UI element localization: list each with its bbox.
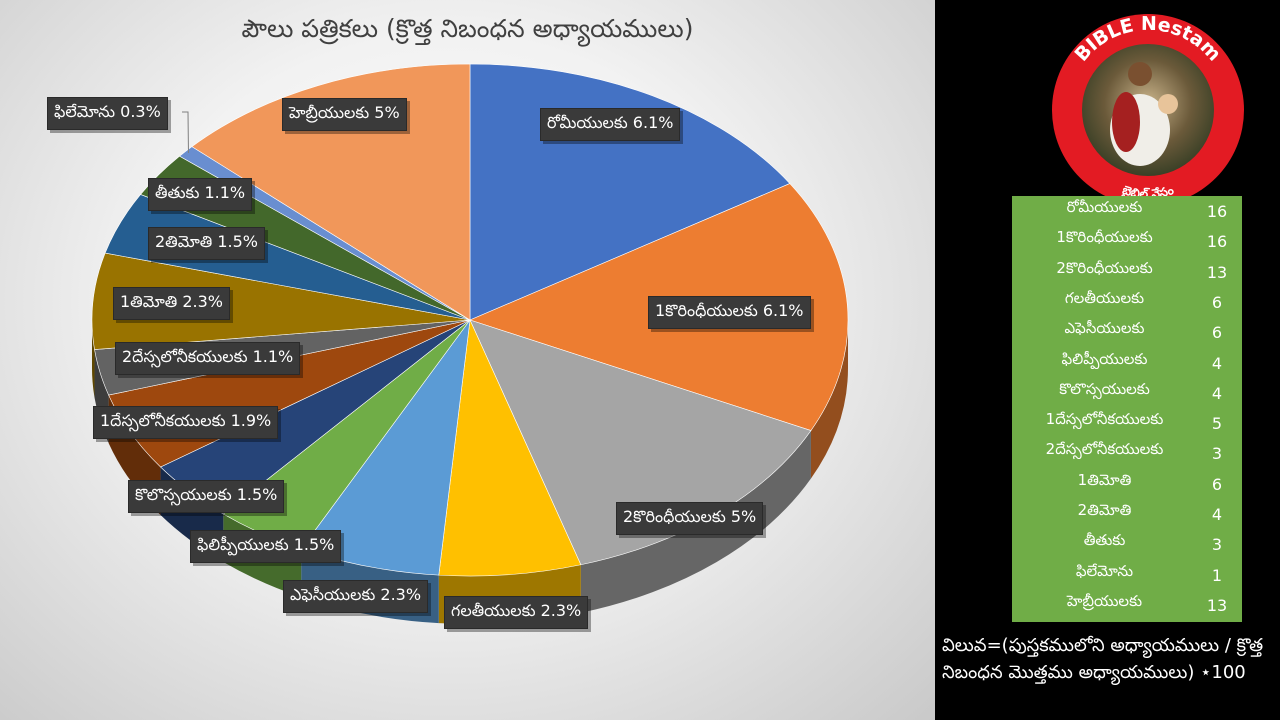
- table-chapter-count: 4: [1211, 383, 1223, 403]
- table-chapter-count: 5: [1211, 414, 1223, 434]
- table-row: 1తిమోతి 6: [1012, 469, 1242, 499]
- table-row: హెబ్రీయులకు 13: [1012, 590, 1242, 620]
- table-chapter-count: 16: [1206, 202, 1228, 221]
- table-row: తీతుకు 3: [1012, 529, 1242, 559]
- table-book-name: రోమీయులకు: [1066, 198, 1143, 216]
- pie-slice-3: [438, 318, 582, 577]
- table-book-name: 1దేస్సలోనీకయులకు: [1045, 410, 1164, 429]
- formula-text: విలువ=(పుస్తకములోని అధ్యాయములు / క్రొత్త…: [942, 635, 1264, 683]
- table-book-name: హెబ్రీయులకు: [1066, 591, 1143, 610]
- logo-child-head: [1158, 94, 1178, 114]
- logo-figure-cloak: [1112, 92, 1140, 152]
- chart-slide: పౌలు పత్రికలు (క్రొత్త నిబంధన అధ్యాయములు…: [0, 0, 935, 720]
- table-row: ఫిలిప్పీయులకు 4: [1012, 348, 1242, 378]
- data-label-1: 1కొరింధీయులకు 6.1%: [648, 296, 811, 329]
- pie-slice-side-2: [580, 430, 811, 613]
- table-row: రోమీయులకు 16: [1012, 196, 1242, 226]
- table-row: ఎఫెసీయులకు 6: [1012, 317, 1242, 347]
- table-chapter-count: 13: [1206, 595, 1228, 615]
- data-label-12: ఫిలేమోను 0.3%: [47, 97, 168, 130]
- data-label-4: ఎఫెసీయులకు 2.3%: [283, 580, 429, 613]
- table-book-name: 2దేస్సలోనీకయులకు: [1045, 440, 1164, 459]
- pie-slice-9: [91, 252, 471, 350]
- table-chapter-count: 16: [1206, 232, 1228, 252]
- data-label-9: 1తిమోతి 2.3%: [113, 287, 231, 320]
- table-book-name: ఫిలేమోను: [1075, 561, 1134, 580]
- table-book-name: 1తిమోతి: [1077, 470, 1132, 489]
- table-book-name: గలతీయులకు: [1064, 288, 1145, 307]
- table-book-name: 2కొరింధీయులకు: [1056, 258, 1153, 277]
- table-chapter-count: 6: [1211, 323, 1223, 343]
- table-chapter-count: 1: [1211, 565, 1223, 585]
- table-book-name: తీతుకు: [1083, 531, 1126, 550]
- data-label-10: 2తిమోతి 1.5%: [148, 227, 266, 260]
- table-chapter-count: 4: [1211, 505, 1223, 524]
- table-chapter-count: 3: [1211, 444, 1223, 464]
- table-book-name: 1కొరింధీయులకు: [1056, 228, 1153, 247]
- table-row: 1కొరింధీయులకు 16: [1012, 226, 1242, 256]
- pie-slice-side-9: [92, 320, 95, 398]
- data-label-5: ఫిలిప్పీయులకు 1.5%: [190, 530, 342, 563]
- data-label-11: తీతుకు 1.1%: [148, 178, 253, 211]
- table-chapter-count: 4: [1211, 353, 1223, 373]
- table-row: 2కొరింధీయులకు 13: [1012, 257, 1242, 287]
- chart-title: పౌలు పత్రికలు (క్రొత్త నిబంధన అధ్యాయములు…: [241, 14, 694, 43]
- data-label-3: గలతీయులకు 2.3%: [444, 596, 589, 629]
- data-label-13: హెబ్రీయులకు 5%: [282, 98, 407, 131]
- table-row: 2దేస్సలోనీకయులకు 3: [1012, 438, 1242, 468]
- table-row: 1దేస్సలోనీకయులకు 5: [1012, 408, 1242, 438]
- leader-lines: [182, 111, 189, 154]
- table-row: ఫిలేమోను 1: [1012, 560, 1242, 590]
- table-chapter-count: 3: [1211, 535, 1223, 555]
- table-book-name: 2తిమోతి: [1077, 501, 1132, 519]
- table-chapter-count: 6: [1211, 474, 1223, 494]
- bible-nestam-logo: BIBLE Nestam బైబిల్ నేస్తం: [1040, 12, 1256, 208]
- table-row: 2తిమోతి 4: [1012, 499, 1242, 529]
- table-book-name: కొలొస్సయులకు: [1059, 379, 1150, 398]
- table-chapter-count: 13: [1206, 262, 1228, 282]
- data-label-6: కొలొస్సయులకు 1.5%: [128, 480, 285, 513]
- table-book-name: ఫిలిప్పీయులకు: [1061, 349, 1148, 368]
- data-label-2: 2కొరింధీయులకు 5%: [616, 502, 764, 535]
- table-chapter-count: 6: [1211, 292, 1223, 312]
- chapters-table: రోమీయులకు 16 1కొరింధీయులకు 16 2కొరింధీయులకు 1…: [1012, 196, 1242, 622]
- table-book-name: ఎఫెసీయులకు: [1064, 319, 1145, 338]
- data-label-0: రోమీయులకు 6.1%: [540, 108, 681, 141]
- table-row: కొలొస్సయులకు 4: [1012, 378, 1242, 408]
- logo-figure-head: [1128, 62, 1152, 86]
- data-label-8: 2దేస్సలోనీకయులకు 1.1%: [115, 342, 301, 375]
- table-row: గలతీయులకు 6: [1012, 287, 1242, 317]
- data-label-7: 1దేస్సలోనీకయులకు 1.9%: [93, 406, 279, 439]
- leader-line-0: [182, 111, 189, 154]
